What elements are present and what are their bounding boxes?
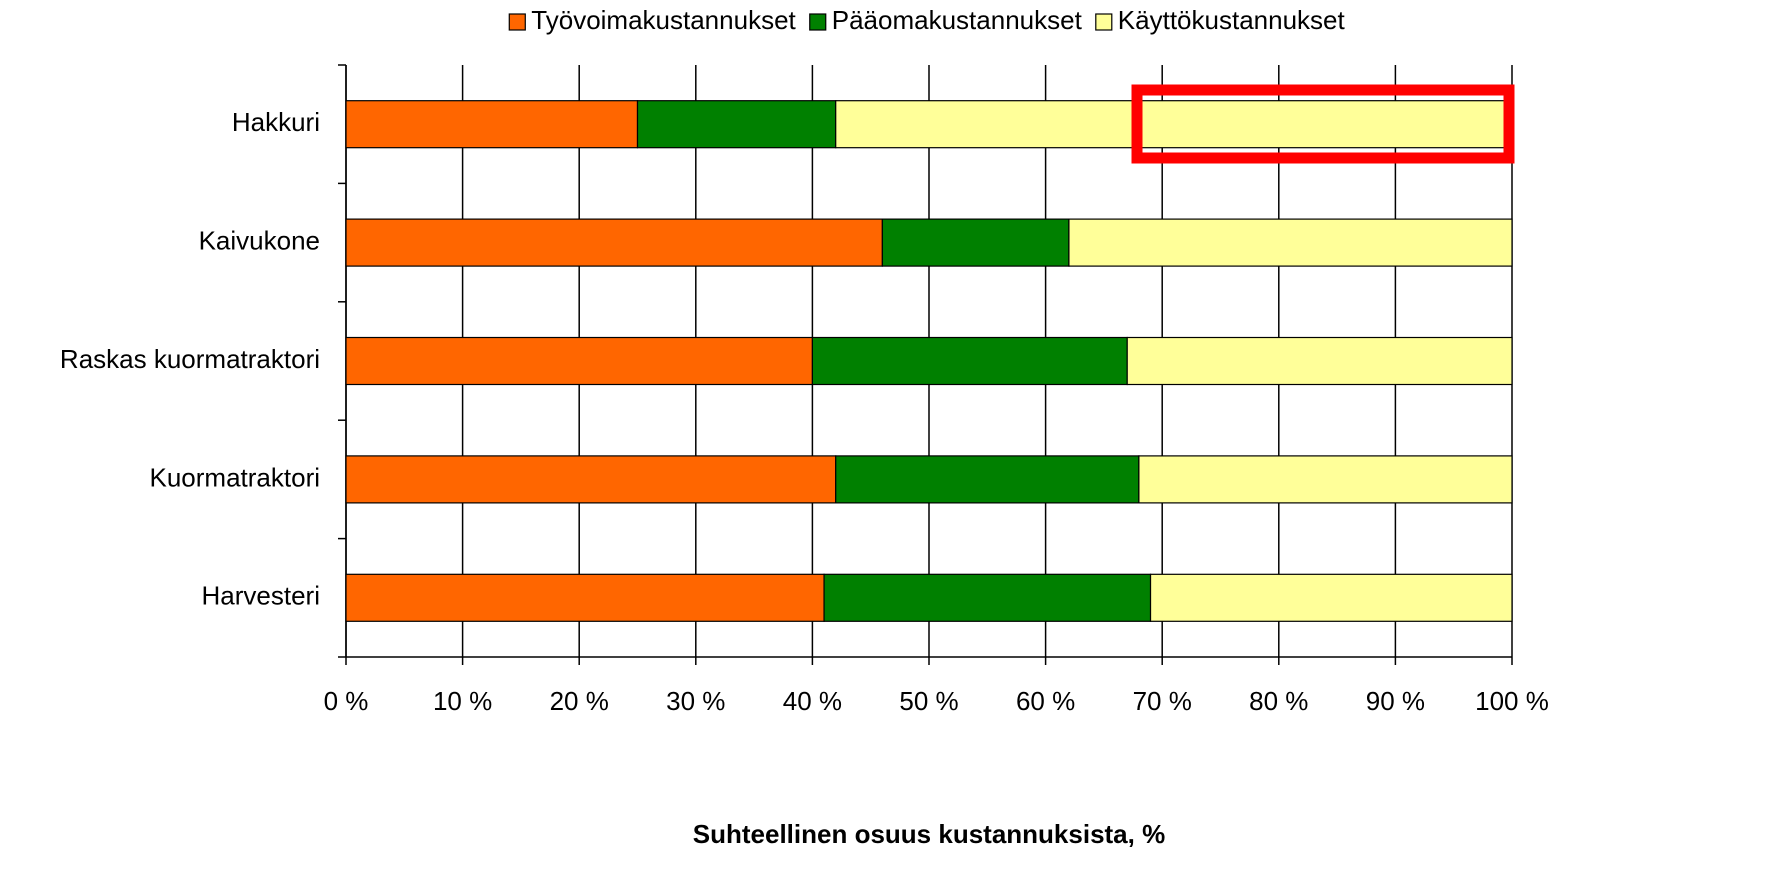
- bar-segment: [1068, 218, 1513, 267]
- bar-segment: [345, 100, 639, 149]
- bar-segment: [835, 100, 1513, 149]
- bar-segment: [345, 218, 883, 267]
- bar-segment: [636, 100, 837, 149]
- bar-segment: [823, 573, 1152, 622]
- legend-swatch: [809, 13, 827, 31]
- x-tick-label: 80 %: [1249, 686, 1308, 716]
- bar-segment: [811, 336, 1128, 386]
- bar-segment: [1138, 455, 1513, 504]
- x-tick-label: 100 %: [1475, 686, 1549, 716]
- x-tick-label: 60 %: [1016, 686, 1075, 716]
- bar-segment: [1126, 336, 1513, 386]
- bar-segment: [835, 455, 1140, 504]
- highlight-box: [1131, 84, 1515, 164]
- x-tick-label: 40 %: [783, 686, 842, 716]
- bar-segment: [881, 218, 1070, 267]
- x-tick-label: 0 %: [324, 686, 369, 716]
- x-tick-label: 30 %: [666, 686, 725, 716]
- x-tick-label: 90 %: [1366, 686, 1425, 716]
- x-axis-title: Suhteellinen osuus kustannuksista, %: [693, 819, 1165, 849]
- y-tick-label: Harvesteri: [202, 581, 320, 611]
- x-tick-label: 50 %: [899, 686, 958, 716]
- legend-label: Pääomakustannukset: [832, 5, 1083, 35]
- bar-segment: [1149, 573, 1513, 622]
- bar-segment: [345, 336, 813, 386]
- x-tick-label: 20 %: [550, 686, 609, 716]
- legend-swatch: [508, 13, 526, 31]
- legend-swatch: [1095, 13, 1113, 31]
- bar-segment: [345, 573, 825, 622]
- y-tick-label: Raskas kuormatraktori: [60, 344, 320, 374]
- y-tick-label: Hakkuri: [232, 107, 320, 137]
- bar-segment: [345, 455, 837, 504]
- x-tick-label: 10 %: [433, 686, 492, 716]
- y-tick-label: Kaivukone: [199, 225, 320, 255]
- x-tick-label: 70 %: [1133, 686, 1192, 716]
- y-tick-label: Kuormatraktori: [150, 462, 321, 492]
- legend-label: Käyttökustannukset: [1118, 5, 1346, 35]
- legend-label: Työvoimakustannukset: [531, 5, 796, 35]
